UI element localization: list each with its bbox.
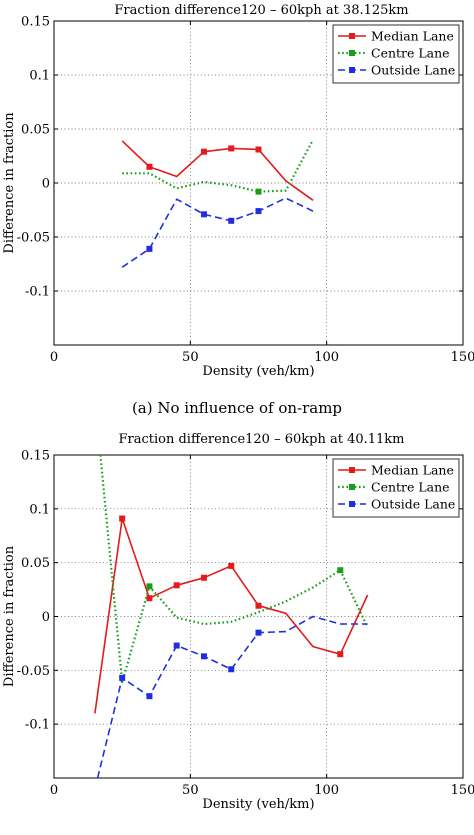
chart2-ytick-label-4: 0.1: [29, 502, 50, 517]
chart2-xtick-label-1: 50: [182, 783, 199, 798]
chart1-series-2-marker-1: [200, 211, 207, 218]
chart1-xtick-label-2: 100: [314, 350, 339, 365]
chart1-legend-label-0: Median Lane: [371, 29, 454, 44]
chart2-legend-marker-2: [349, 501, 355, 507]
chart1-series-line-2: [121, 197, 314, 268]
chart2-ytick-label-5: 0.15: [21, 449, 50, 464]
chart1-series-0-marker-0: [146, 163, 153, 170]
chart2-series-2-marker-3: [200, 653, 207, 660]
chart1-series-2-marker-3: [255, 208, 262, 215]
chart1-xtick-label-0: 0: [50, 350, 58, 365]
chart1-xtick-label-3: 150: [451, 350, 474, 365]
chart2-title: Fraction difference120 – 60kph at 40.11k…: [119, 432, 405, 447]
chart2-ylabel: Difference in fraction: [2, 545, 17, 687]
chart1-legend-marker-2: [349, 67, 355, 73]
chart2-series-line-2: [96, 615, 368, 778]
chart2-series-2-marker-0: [119, 674, 126, 681]
chart2-plot-area: [94, 455, 369, 778]
chart2-series-0-marker-0: [119, 515, 126, 522]
chart1-series-line-0: [121, 140, 314, 201]
chart2-legend-marker-0: [349, 467, 355, 473]
chart1-xtick-label-1: 50: [182, 350, 199, 365]
chart2-series-line-1: [99, 455, 369, 684]
chart1-xlabel: Density (veh/km): [202, 364, 314, 379]
chart2-ytick-label-1: -0.05: [17, 664, 50, 679]
chart1-ytick-label-0: -0.1: [25, 285, 50, 300]
chart1-series-0-marker-1: [200, 148, 207, 155]
chart1-series-2-marker-0: [146, 245, 153, 252]
chart2-series-0-marker-2: [173, 582, 180, 589]
chart2-xtick-label-3: 150: [451, 783, 474, 798]
chart1-series-line-1: [122, 139, 314, 193]
chart2-series-2-marker-1: [146, 693, 153, 700]
chart2-series-1-marker-0: [146, 583, 153, 590]
chart1-legend-label-1: Centre Lane: [371, 46, 450, 61]
chart2-series-1-marker-1: [337, 567, 344, 574]
chart2-legend-label-1: Centre Lane: [371, 480, 450, 495]
chart2-legend-label-0: Median Lane: [371, 463, 454, 478]
chart1-series-2-marker-2: [228, 217, 235, 224]
chart2-series-2-marker-5: [255, 629, 262, 636]
chart2-ytick-label-0: -0.1: [25, 718, 50, 733]
chart2-xlabel: Density (veh/km): [202, 797, 314, 812]
chart2-series-line-0: [94, 517, 369, 714]
chart1-ytick-label-2: 0: [42, 177, 50, 192]
chart2-series-2-marker-4: [228, 666, 235, 673]
chart1-plot-area: [121, 139, 314, 268]
chart1-ylabel: Difference in fraction: [2, 112, 17, 254]
chart2-ytick-label-3: 0.05: [21, 556, 50, 571]
chart2-xtick-label-0: 0: [50, 783, 58, 798]
chart1-series-1-marker-0: [255, 188, 262, 195]
chart2-legend-marker-1: [349, 484, 355, 490]
chart2-series-2-marker-2: [173, 642, 180, 649]
chart1-ytick-label-5: 0.15: [21, 15, 50, 30]
chart1-title: Fraction difference120 – 60kph at 38.125…: [114, 3, 408, 18]
chart1-legend-marker-0: [349, 33, 355, 39]
chart1-legend-marker-1: [349, 50, 355, 56]
chart2-ytick-label-2: 0: [42, 610, 50, 625]
chart2-series-0-marker-4: [228, 562, 235, 569]
chart2-series-0-marker-3: [200, 574, 207, 581]
caption-a: (a) No influence of on-ramp: [131, 399, 343, 417]
chart1-legend-label-2: Outside Lane: [371, 63, 455, 78]
chart2-series-0-marker-1: [146, 595, 153, 602]
chart1-series-0-marker-2: [228, 145, 235, 152]
chart2-legend-label-2: Outside Lane: [371, 497, 455, 512]
chart2-series-0-marker-5: [255, 602, 262, 609]
chart1-ytick-label-4: 0.1: [29, 69, 50, 84]
chart1-ytick-label-3: 0.05: [21, 123, 50, 138]
chart2-series-0-marker-6: [337, 651, 344, 658]
chart2-xtick-label-2: 100: [314, 783, 339, 798]
chart1-ytick-label-1: -0.05: [17, 231, 50, 246]
chart1-series-0-marker-3: [255, 146, 262, 153]
